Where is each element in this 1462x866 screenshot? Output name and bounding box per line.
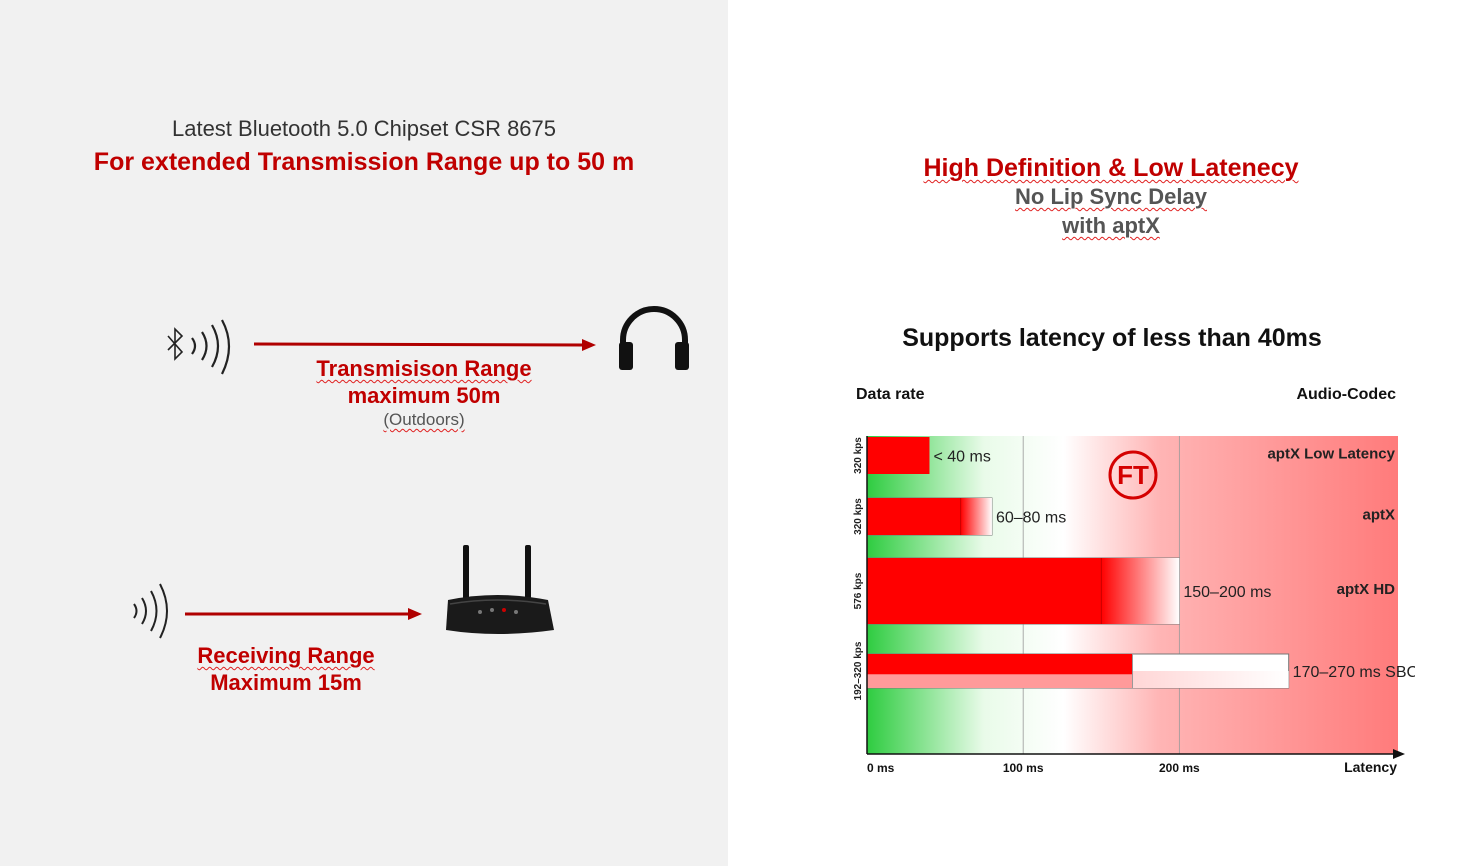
ft-logo: FT bbox=[1108, 450, 1158, 500]
x-tick-label-1: 100 ms bbox=[1003, 761, 1044, 775]
bar-group-2: 150–200 ms aptX HD 576 kps bbox=[853, 557, 1396, 625]
receiving-line1: Receiving Range bbox=[197, 643, 375, 668]
transmission-range-label: Transmisison Range maximum 50m bbox=[298, 355, 550, 409]
hd-headline-text: High Definition & Low Latenecy bbox=[923, 154, 1299, 182]
x-tick-label-2: 200 ms bbox=[1159, 761, 1200, 775]
x-axis-label: Latency bbox=[1344, 759, 1397, 775]
codec-label-0: aptX Low Latency bbox=[1267, 446, 1395, 463]
hd-sub2-text: with aptX bbox=[1062, 213, 1160, 238]
data-rate-label-2: 576 kps bbox=[853, 572, 864, 609]
range-headline: For extended Transmission Range up to 50… bbox=[93, 148, 635, 176]
bar-1 bbox=[867, 498, 961, 535]
outdoors-text: (Outdoors) bbox=[383, 410, 465, 429]
router-device-icon bbox=[446, 545, 554, 634]
ft-logo-ring bbox=[1108, 450, 1158, 500]
bar-group-0: < 40 ms aptX Low Latency 320 kps bbox=[853, 437, 1396, 474]
bar-tail-3 bbox=[1132, 671, 1289, 688]
audio-codec-label: Audio-Codec bbox=[1296, 386, 1396, 403]
bluetooth-signal-icon bbox=[167, 319, 231, 375]
latency-chart: < 40 ms aptX Low Latency 320 kps 60–80 ms ap… bbox=[853, 436, 1415, 775]
outdoors-note: (Outdoors) bbox=[298, 410, 550, 430]
data-rate-label-0: 320 kps bbox=[853, 437, 864, 474]
bar-label-2: 150–200 ms bbox=[1183, 584, 1271, 601]
bar-0 bbox=[867, 437, 930, 474]
bar-group-3: 170–270 ms SBC 192–320 kps bbox=[853, 641, 1415, 700]
x-axis-arrow bbox=[1393, 749, 1405, 759]
data-rate-label-3: 192–320 kps bbox=[853, 641, 864, 700]
transmission-arrow-icon bbox=[253, 339, 596, 351]
x-tick-label-0: 0 ms bbox=[867, 761, 895, 775]
left-panel bbox=[0, 0, 728, 866]
hd-sub1: No Lip Sync Delay bbox=[728, 184, 1462, 210]
transmission-line1: Transmisison Range bbox=[316, 356, 532, 381]
bar-label-0: < 40 ms bbox=[933, 449, 990, 466]
hd-sub2: with aptX bbox=[728, 213, 1462, 239]
bar-group-1: 60–80 ms aptX 320 kps bbox=[853, 497, 1395, 536]
receiving-arrow-icon bbox=[185, 608, 422, 620]
supports-latency-text: Supports latency of less than 40ms bbox=[902, 324, 1322, 352]
codec-label-2: aptX HD bbox=[1337, 581, 1396, 598]
receiving-line2: Maximum 15m bbox=[210, 670, 362, 695]
bar-tail-1 bbox=[960, 498, 992, 535]
data-rate-label-1: 320 kps bbox=[853, 498, 864, 535]
headphones-icon bbox=[619, 306, 689, 370]
bar-tail-2 bbox=[1101, 558, 1180, 624]
bar-label-1: 60–80 ms bbox=[996, 510, 1066, 527]
chipset-text: Latest Bluetooth 5.0 Chipset CSR 8675 bbox=[171, 116, 557, 141]
receiving-range-label: Receiving Range Maximum 15m bbox=[160, 642, 412, 696]
hd-sub1-text: No Lip Sync Delay bbox=[1015, 184, 1207, 209]
bar-2 bbox=[867, 558, 1102, 624]
bar-lower-3 bbox=[867, 674, 1133, 688]
codec-label-1: aptX bbox=[1362, 507, 1395, 524]
bar-label-3: 170–270 ms SBC bbox=[1293, 664, 1415, 681]
signal-waves-icon bbox=[133, 583, 168, 639]
hd-headline: High Definition & Low Latenecy bbox=[728, 154, 1462, 183]
bar-3 bbox=[867, 654, 1133, 675]
data-rate-label: Data rate bbox=[856, 386, 925, 403]
transmission-line2: maximum 50m bbox=[347, 383, 501, 408]
ft-logo-text: FT bbox=[1117, 460, 1149, 490]
